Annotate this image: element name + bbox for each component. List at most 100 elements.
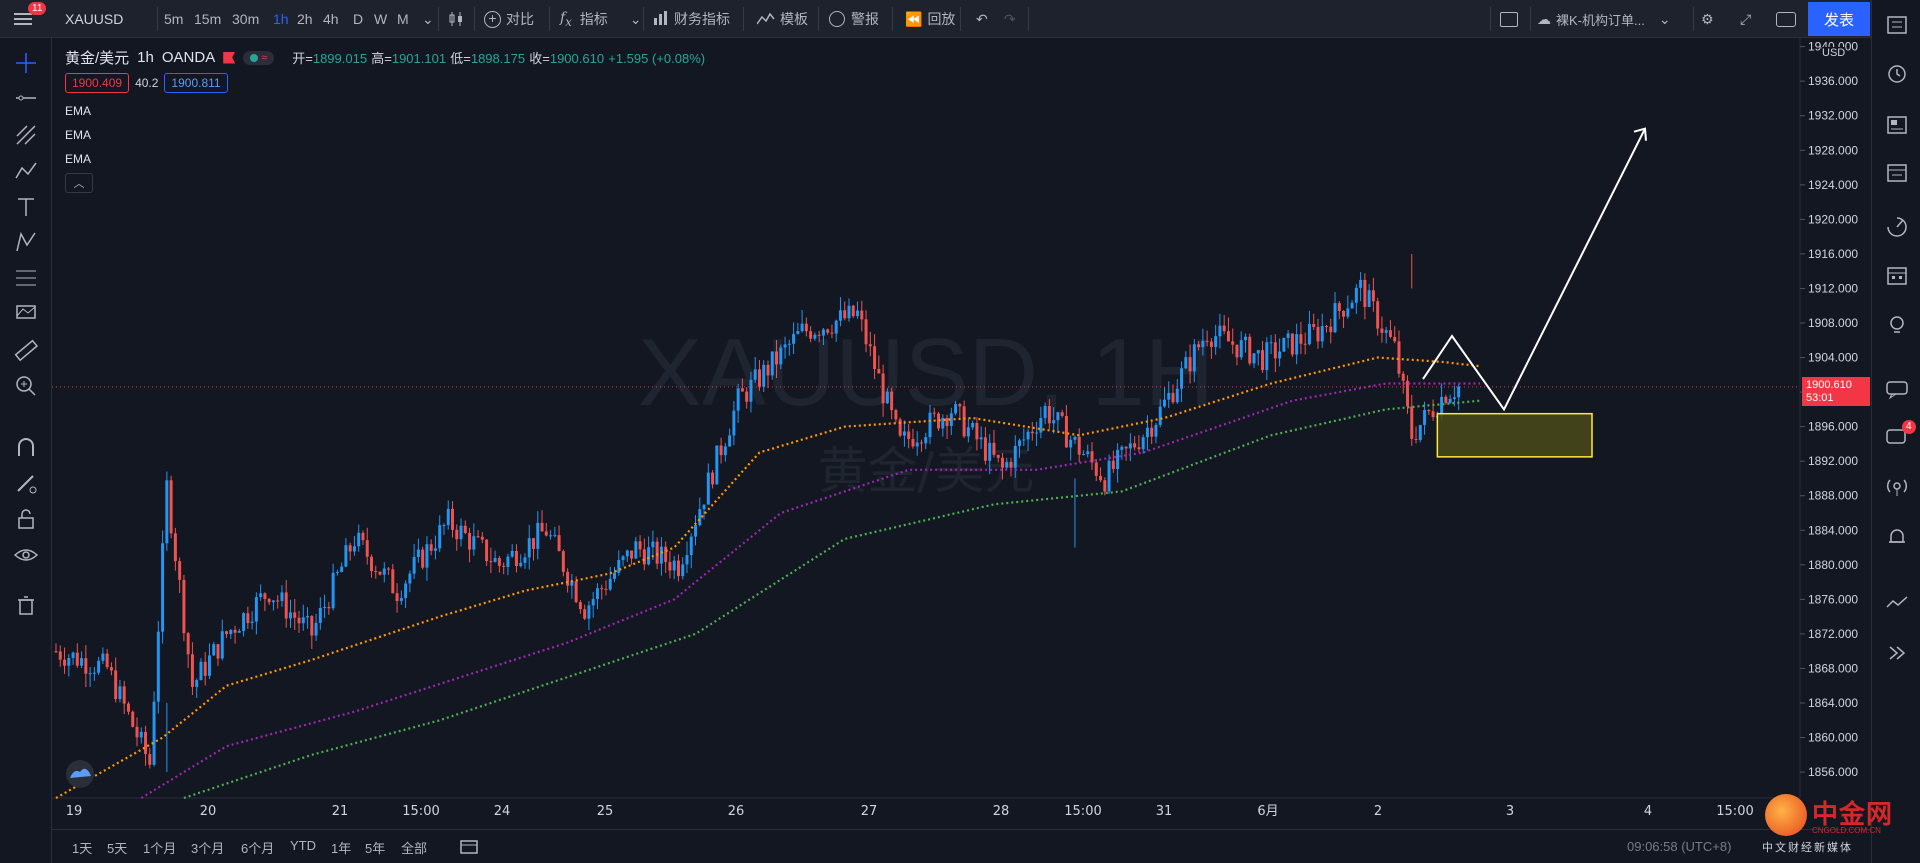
candle-body	[672, 560, 676, 571]
hotlist-icon[interactable]	[1884, 212, 1910, 238]
ema-indicator-label[interactable]: EMA	[65, 128, 92, 142]
settings-gear-icon[interactable]: ⚙	[1701, 10, 1714, 27]
interval-30m[interactable]: 30m	[232, 11, 260, 27]
candle-body	[122, 686, 126, 704]
ema-indicator-label[interactable]: EMA	[65, 104, 92, 118]
candle-body	[148, 754, 152, 765]
calendar-icon[interactable]	[1884, 262, 1910, 288]
candle-body	[830, 332, 834, 334]
ema-indicator-label[interactable]: EMA	[65, 152, 92, 166]
range-button-3[interactable]: 3个月	[191, 841, 225, 856]
text-icon[interactable]	[13, 194, 39, 220]
range-button-1[interactable]: 5天	[107, 841, 128, 856]
chats-icon[interactable]	[1884, 376, 1910, 402]
publish-button[interactable]: 发表	[1808, 2, 1870, 36]
range-button-4[interactable]: 6个月	[241, 841, 275, 856]
goto-date-icon[interactable]	[460, 838, 478, 857]
candle-body	[75, 652, 79, 666]
candle-body	[894, 410, 898, 420]
eye-icon[interactable]	[13, 542, 39, 568]
zoom-in-icon[interactable]	[13, 373, 39, 399]
candle-body	[860, 310, 864, 320]
expand-panel-icon[interactable]	[1884, 640, 1910, 666]
fib-retracement-icon[interactable]	[13, 265, 39, 291]
range-button-2[interactable]: 1个月	[143, 841, 177, 856]
data-window-icon[interactable]	[1884, 160, 1910, 186]
interval-M[interactable]: M	[397, 11, 409, 27]
trading-panel-icon[interactable]	[1884, 590, 1910, 616]
candle-body	[762, 364, 766, 387]
ideas-lightbulb-icon[interactable]	[1884, 312, 1910, 338]
candle-body	[1329, 326, 1333, 333]
candle-body	[1239, 340, 1243, 358]
trash-icon[interactable]	[13, 592, 39, 618]
candle-body	[1184, 357, 1188, 369]
candle-body	[1141, 437, 1145, 450]
range-button-5[interactable]: YTD	[290, 838, 316, 853]
interval-W[interactable]: W	[374, 11, 388, 27]
interval-2h[interactable]: 2h	[297, 11, 313, 27]
replay-button[interactable]: ⏪ 回放	[905, 0, 955, 38]
range-button-6[interactable]: 1年	[331, 841, 352, 856]
range-button-0[interactable]: 1天	[72, 841, 93, 856]
candle-body	[800, 323, 804, 332]
status-dot-icon	[250, 53, 259, 62]
indicators-button[interactable]: fx 指标 ⌄	[560, 0, 642, 38]
interval-4h[interactable]: 4h	[323, 11, 339, 27]
interval-1h[interactable]: 1h	[273, 11, 289, 27]
alert-button[interactable]: 警报	[829, 0, 879, 38]
candle-body	[898, 419, 902, 436]
symbol-name[interactable]: 黄金/美元	[65, 50, 130, 67]
interval-15m[interactable]: 15m	[194, 11, 222, 27]
chevron-up-icon[interactable]: ︿	[65, 173, 93, 193]
trend-line-icon[interactable]	[13, 85, 39, 111]
alert-clock-icon[interactable]	[1884, 60, 1910, 86]
messages-icon[interactable]	[1884, 424, 1910, 450]
stay-in-drawing-mode-icon[interactable]	[13, 470, 39, 496]
interval-dropdown-icon[interactable]: ⌄	[422, 10, 434, 27]
fullscreen-icon[interactable]: ⤢	[1740, 10, 1752, 27]
lock-icon[interactable]	[13, 506, 39, 532]
magnet-icon[interactable]	[13, 434, 39, 460]
forecast-icon[interactable]	[13, 300, 39, 326]
market-status-pill[interactable]: ≈	[243, 50, 275, 65]
notifications-bell-icon[interactable]	[1884, 524, 1910, 550]
streams-broadcast-icon[interactable]	[1884, 474, 1910, 500]
buy-button[interactable]: 1900.811	[164, 73, 228, 93]
menu-icon[interactable]	[14, 0, 36, 38]
time-tick-label: 3	[1506, 804, 1514, 819]
layout-toggle-icon[interactable]	[1500, 0, 1518, 38]
interval-5m[interactable]: 5m	[164, 11, 184, 27]
candle-body	[1371, 290, 1375, 302]
candle-body	[97, 660, 101, 673]
range-button-7[interactable]: 5年	[365, 841, 386, 856]
xabcd-pattern-icon[interactable]	[13, 229, 39, 255]
flag-icon[interactable]	[223, 51, 236, 64]
candle-body	[604, 588, 608, 590]
candle-style-icon[interactable]	[447, 0, 465, 38]
candle-body	[1444, 396, 1448, 403]
price-tick-label: 1880.000	[1808, 558, 1858, 572]
financials-button[interactable]: 财务指标	[653, 0, 730, 38]
news-icon[interactable]	[1884, 112, 1910, 138]
compare-button[interactable]: + 对比	[484, 0, 534, 38]
clock-timezone[interactable]: 09:06:58 (UTC+8)	[1627, 839, 1732, 854]
candle-body	[962, 406, 966, 437]
camera-icon[interactable]	[1776, 0, 1796, 38]
crosshair-icon[interactable]	[13, 50, 39, 76]
layout-name-button[interactable]: ☁ 裸K-机构订单... ⌄	[1537, 0, 1671, 38]
pitchfork-icon[interactable]	[13, 122, 39, 148]
candle-body	[293, 612, 297, 618]
symbol-search[interactable]: XAUUSD	[65, 11, 124, 27]
bar-countdown: 53:01	[1806, 392, 1834, 404]
sell-button[interactable]: 1900.409	[65, 73, 130, 93]
watchlist-icon[interactable]	[1884, 12, 1910, 38]
pattern-icon[interactable]	[13, 158, 39, 184]
templates-button[interactable]: 模板	[756, 0, 808, 38]
undo-icon[interactable]: ↶	[976, 10, 988, 27]
redo-icon[interactable]: ↷	[1004, 10, 1016, 27]
ruler-icon[interactable]	[13, 337, 39, 363]
interval-D[interactable]: D	[353, 11, 364, 27]
range-button-8[interactable]: 全部	[401, 841, 428, 856]
